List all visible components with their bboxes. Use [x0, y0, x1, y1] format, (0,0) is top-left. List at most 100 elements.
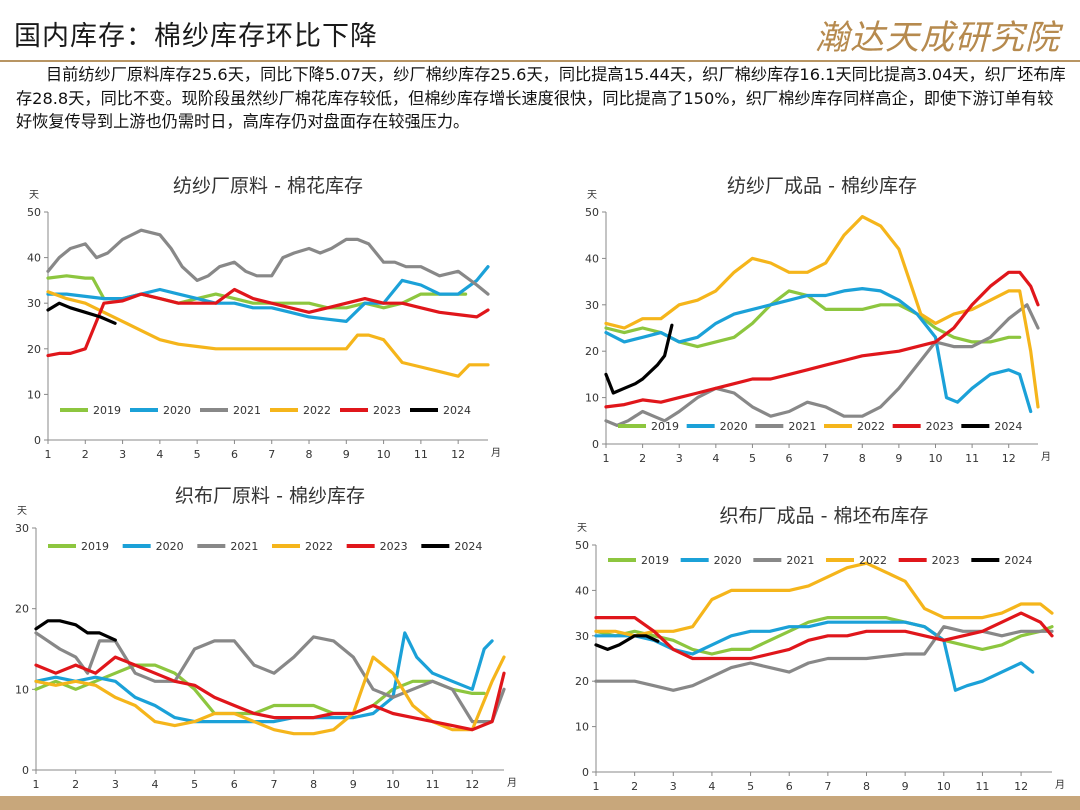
x-tick-label: 11	[975, 780, 989, 793]
x-tick-label: 6	[231, 778, 238, 791]
x-tick-label: 8	[859, 452, 866, 465]
page-header: 国内库存：棉纱库存环比下降 瀚达天成研究院	[0, 0, 1080, 62]
legend-label-2023: 2023	[926, 420, 954, 433]
x-tick-label: 1	[45, 448, 52, 461]
x-tick-label: 3	[670, 780, 677, 793]
y-axis-unit: 天	[587, 190, 597, 201]
x-tick-label: 1	[603, 452, 610, 465]
legend-label-2023: 2023	[932, 554, 960, 567]
x-tick-label: 10	[937, 780, 951, 793]
series-line-2023	[46, 287, 490, 358]
legend-label-2019: 2019	[93, 404, 121, 417]
summary-paragraph: 目前纺纱厂原料库存25.6天，同比下降5.07天，纱厂棉纱库存25.6天，同比提…	[16, 65, 1066, 131]
legend-label-2020: 2020	[156, 540, 184, 553]
series-line-2020	[34, 631, 494, 724]
series-line-2022	[604, 215, 1040, 409]
y-axis-unit: 天	[577, 523, 587, 534]
x-tick-label: 6	[231, 448, 238, 461]
x-tick-label: 6	[786, 780, 793, 793]
legend-label-2020: 2020	[720, 420, 748, 433]
y-tick-label: 40	[27, 252, 41, 265]
x-axis-unit: 月	[491, 447, 501, 459]
x-tick-label: 10	[386, 778, 400, 791]
x-tick-label: 5	[749, 452, 756, 465]
y-tick-label: 40	[585, 252, 599, 265]
x-tick-label: 12	[1014, 780, 1028, 793]
series-line-2023	[34, 655, 506, 732]
y-tick-label: 30	[575, 630, 589, 643]
x-tick-label: 12	[451, 448, 465, 461]
legend-label-2024: 2024	[994, 420, 1022, 433]
y-tick-label: 20	[27, 343, 41, 356]
y-tick-label: 20	[585, 345, 599, 358]
legend-label-2019: 2019	[651, 420, 679, 433]
y-tick-label: 0	[582, 766, 589, 779]
x-tick-label: 5	[747, 780, 754, 793]
x-tick-label: 12	[465, 778, 479, 791]
x-tick-label: 9	[895, 452, 902, 465]
x-tick-label: 10	[928, 452, 942, 465]
legend-label-2021: 2021	[788, 420, 816, 433]
x-tick-label: 4	[151, 778, 158, 791]
legend-label-2022: 2022	[305, 540, 333, 553]
series-line-2020	[46, 265, 490, 323]
x-tick-label: 2	[72, 778, 79, 791]
y-tick-label: 0	[592, 438, 599, 451]
x-tick-label: 11	[414, 448, 428, 461]
legend-label-2024: 2024	[443, 404, 471, 417]
y-tick-label: 20	[575, 675, 589, 688]
x-axis-unit: 月	[1055, 779, 1065, 791]
x-tick-label: 7	[268, 448, 275, 461]
x-axis-unit: 月	[507, 777, 517, 789]
x-tick-label: 5	[191, 778, 198, 791]
y-axis-unit: 天	[29, 190, 39, 201]
series-line-2020	[604, 287, 1033, 414]
series-line-2023	[594, 611, 1054, 661]
chart-title: 纺纱厂原料 - 棉花库存	[173, 175, 363, 197]
y-tick-label: 20	[15, 603, 29, 616]
legend-label-2024: 2024	[454, 540, 482, 553]
y-tick-label: 30	[15, 522, 29, 535]
x-tick-label: 6	[786, 452, 793, 465]
legend-label-2023: 2023	[380, 540, 408, 553]
x-tick-label: 2	[82, 448, 89, 461]
x-tick-label: 7	[822, 452, 829, 465]
series-line-2024	[34, 619, 117, 642]
x-tick-label: 8	[306, 448, 313, 461]
y-tick-label: 10	[15, 683, 29, 696]
y-tick-label: 0	[22, 764, 29, 777]
legend-label-2019: 2019	[81, 540, 109, 553]
series-line-2021	[46, 228, 490, 296]
legend-label-2023: 2023	[373, 404, 401, 417]
series-line-2024	[594, 634, 660, 651]
page-title: 国内库存：棉纱库存环比下降	[14, 21, 378, 52]
series-line-2024	[604, 323, 674, 395]
legend-label-2021: 2021	[786, 554, 814, 567]
x-tick-label: 3	[119, 448, 126, 461]
x-tick-label: 3	[112, 778, 119, 791]
x-tick-label: 9	[343, 448, 350, 461]
series-line-2019	[34, 663, 486, 716]
x-tick-label: 11	[426, 778, 440, 791]
legend-label-2021: 2021	[230, 540, 258, 553]
y-tick-label: 40	[575, 584, 589, 597]
x-tick-label: 7	[824, 780, 831, 793]
x-axis-unit: 月	[1041, 451, 1051, 463]
x-tick-label: 3	[676, 452, 683, 465]
x-tick-label: 1	[33, 778, 40, 791]
series-line-2023	[604, 270, 1040, 409]
x-tick-label: 11	[965, 452, 979, 465]
chart-title: 织布厂原料 - 棉纱库存	[175, 485, 365, 507]
x-tick-label: 4	[712, 452, 719, 465]
y-tick-label: 30	[585, 299, 599, 312]
x-tick-label: 2	[631, 780, 638, 793]
legend-label-2022: 2022	[857, 420, 885, 433]
y-tick-label: 10	[27, 388, 41, 401]
series-line-2022	[594, 561, 1054, 638]
footer-bar	[0, 796, 1080, 810]
x-tick-label: 9	[902, 780, 909, 793]
legend-label-2022: 2022	[859, 554, 887, 567]
y-tick-label: 10	[585, 392, 599, 405]
